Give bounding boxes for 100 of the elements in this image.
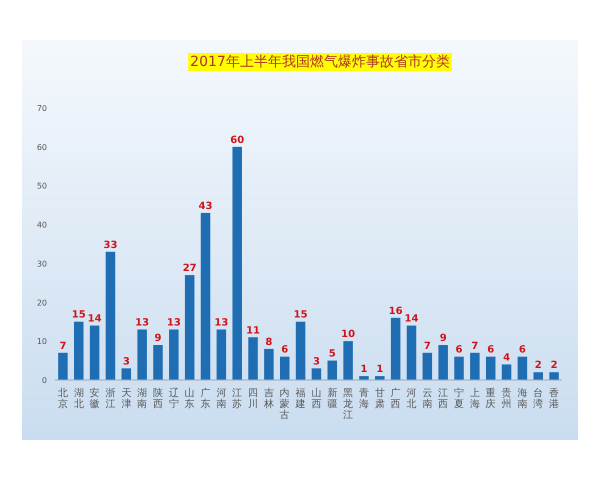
data-label: 2 (534, 360, 542, 372)
bar (502, 364, 512, 380)
data-label: 2 (550, 360, 558, 372)
x-tick-label: 广西 (390, 387, 401, 410)
x-tick-label: 湖北 (74, 387, 84, 410)
bar (375, 376, 385, 380)
bar (533, 372, 543, 380)
x-tick-label: 海南 (517, 387, 528, 410)
x-tick-label: 江西 (438, 387, 448, 410)
bar (438, 345, 448, 380)
bar (406, 326, 416, 380)
data-label: 15 (72, 310, 86, 321)
x-tick-label: 吉林 (262, 387, 274, 410)
x-tick-label: 新疆 (327, 387, 338, 410)
y-tick-label: 30 (36, 259, 47, 268)
bar (153, 345, 163, 380)
bar (470, 352, 480, 380)
data-label: 6 (487, 344, 494, 356)
x-tick-label: 天津 (121, 388, 132, 410)
bar (328, 360, 338, 380)
bar (169, 329, 179, 380)
bar (248, 337, 258, 380)
data-label: 27 (182, 263, 197, 274)
x-tick-label: 北京 (58, 387, 68, 410)
data-label: 1 (360, 364, 368, 376)
bar (280, 356, 290, 380)
data-label: 14 (404, 314, 418, 325)
data-label: 10 (341, 329, 356, 340)
bar (90, 326, 100, 380)
data-label: 4 (503, 352, 510, 364)
bar (106, 252, 116, 380)
x-tick-label: 云南 (422, 388, 432, 410)
x-tick-label: 重庆 (486, 387, 496, 410)
x-tick-label: 台湾 (533, 387, 544, 410)
data-label: 3 (122, 356, 130, 368)
bar (122, 368, 132, 380)
data-label: 13 (214, 317, 228, 328)
data-label: 1 (376, 364, 384, 376)
bar (312, 368, 322, 380)
data-label: 8 (265, 336, 272, 348)
bar (264, 348, 274, 380)
data-label: 9 (154, 333, 162, 344)
x-tick-label: 浙江 (105, 387, 116, 410)
x-tick-label: 内蒙古 (280, 387, 290, 421)
y-tick-label: 60 (36, 142, 47, 152)
x-tick-label: 辽宁 (168, 387, 179, 410)
data-label: 43 (198, 200, 213, 212)
data-label: 6 (456, 344, 463, 356)
data-label: 13 (166, 317, 181, 328)
data-label: 11 (246, 325, 260, 336)
data-label: 5 (328, 348, 336, 360)
x-tick-label: 青海 (358, 387, 369, 410)
x-tick-label: 江苏 (232, 387, 242, 410)
bar (184, 275, 194, 380)
y-tick-label: 20 (36, 298, 47, 308)
x-tick-label: 安徽 (90, 387, 100, 410)
y-tick-label: 50 (36, 182, 47, 191)
data-label: 16 (388, 306, 403, 317)
data-label: 15 (294, 310, 308, 321)
y-tick-label: 0 (42, 376, 47, 385)
data-label: 60 (230, 134, 244, 146)
data-label: 9 (440, 333, 447, 344)
bar (74, 322, 84, 380)
x-tick-label: 陕西 (152, 387, 163, 410)
bar (454, 356, 464, 380)
data-label: 7 (59, 340, 66, 352)
x-tick-label: 山西 (311, 387, 322, 410)
x-tick-label: 福建 (294, 387, 306, 410)
bar (343, 341, 353, 380)
y-tick-label: 40 (36, 220, 47, 230)
x-tick-label: 上海 (470, 387, 480, 410)
bar (486, 356, 496, 380)
bar (232, 146, 242, 380)
bar (390, 318, 400, 380)
data-label: 33 (103, 240, 118, 251)
x-tick-label: 香港 (549, 387, 560, 410)
x-tick-label: 黑龙江 (343, 388, 354, 421)
x-tick-label: 四川 (248, 388, 258, 410)
bar (518, 356, 528, 380)
x-tick-label: 河北 (406, 387, 416, 410)
bar (549, 372, 559, 380)
x-tick-label: 河南 (216, 387, 226, 410)
bar (200, 212, 210, 380)
y-tick-label: 10 (36, 337, 47, 346)
data-label: 13 (135, 317, 150, 328)
bar (216, 329, 226, 380)
data-label: 14 (88, 314, 102, 325)
x-tick-label: 贵州 (502, 387, 512, 410)
data-label: 6 (281, 344, 288, 356)
x-tick-label: 广东 (200, 387, 211, 410)
bar (296, 322, 306, 380)
bar (137, 329, 147, 380)
chart-title: 2017年上半年我国燃气爆炸事故省市分类 (190, 54, 450, 70)
bar (58, 352, 68, 380)
y-tick-label: 70 (36, 104, 47, 113)
bar (422, 352, 432, 380)
x-tick-label: 甘肃 (374, 387, 385, 410)
x-tick-label: 宁夏 (454, 387, 464, 410)
data-label: 3 (312, 356, 320, 368)
x-tick-label: 山东 (184, 387, 195, 410)
